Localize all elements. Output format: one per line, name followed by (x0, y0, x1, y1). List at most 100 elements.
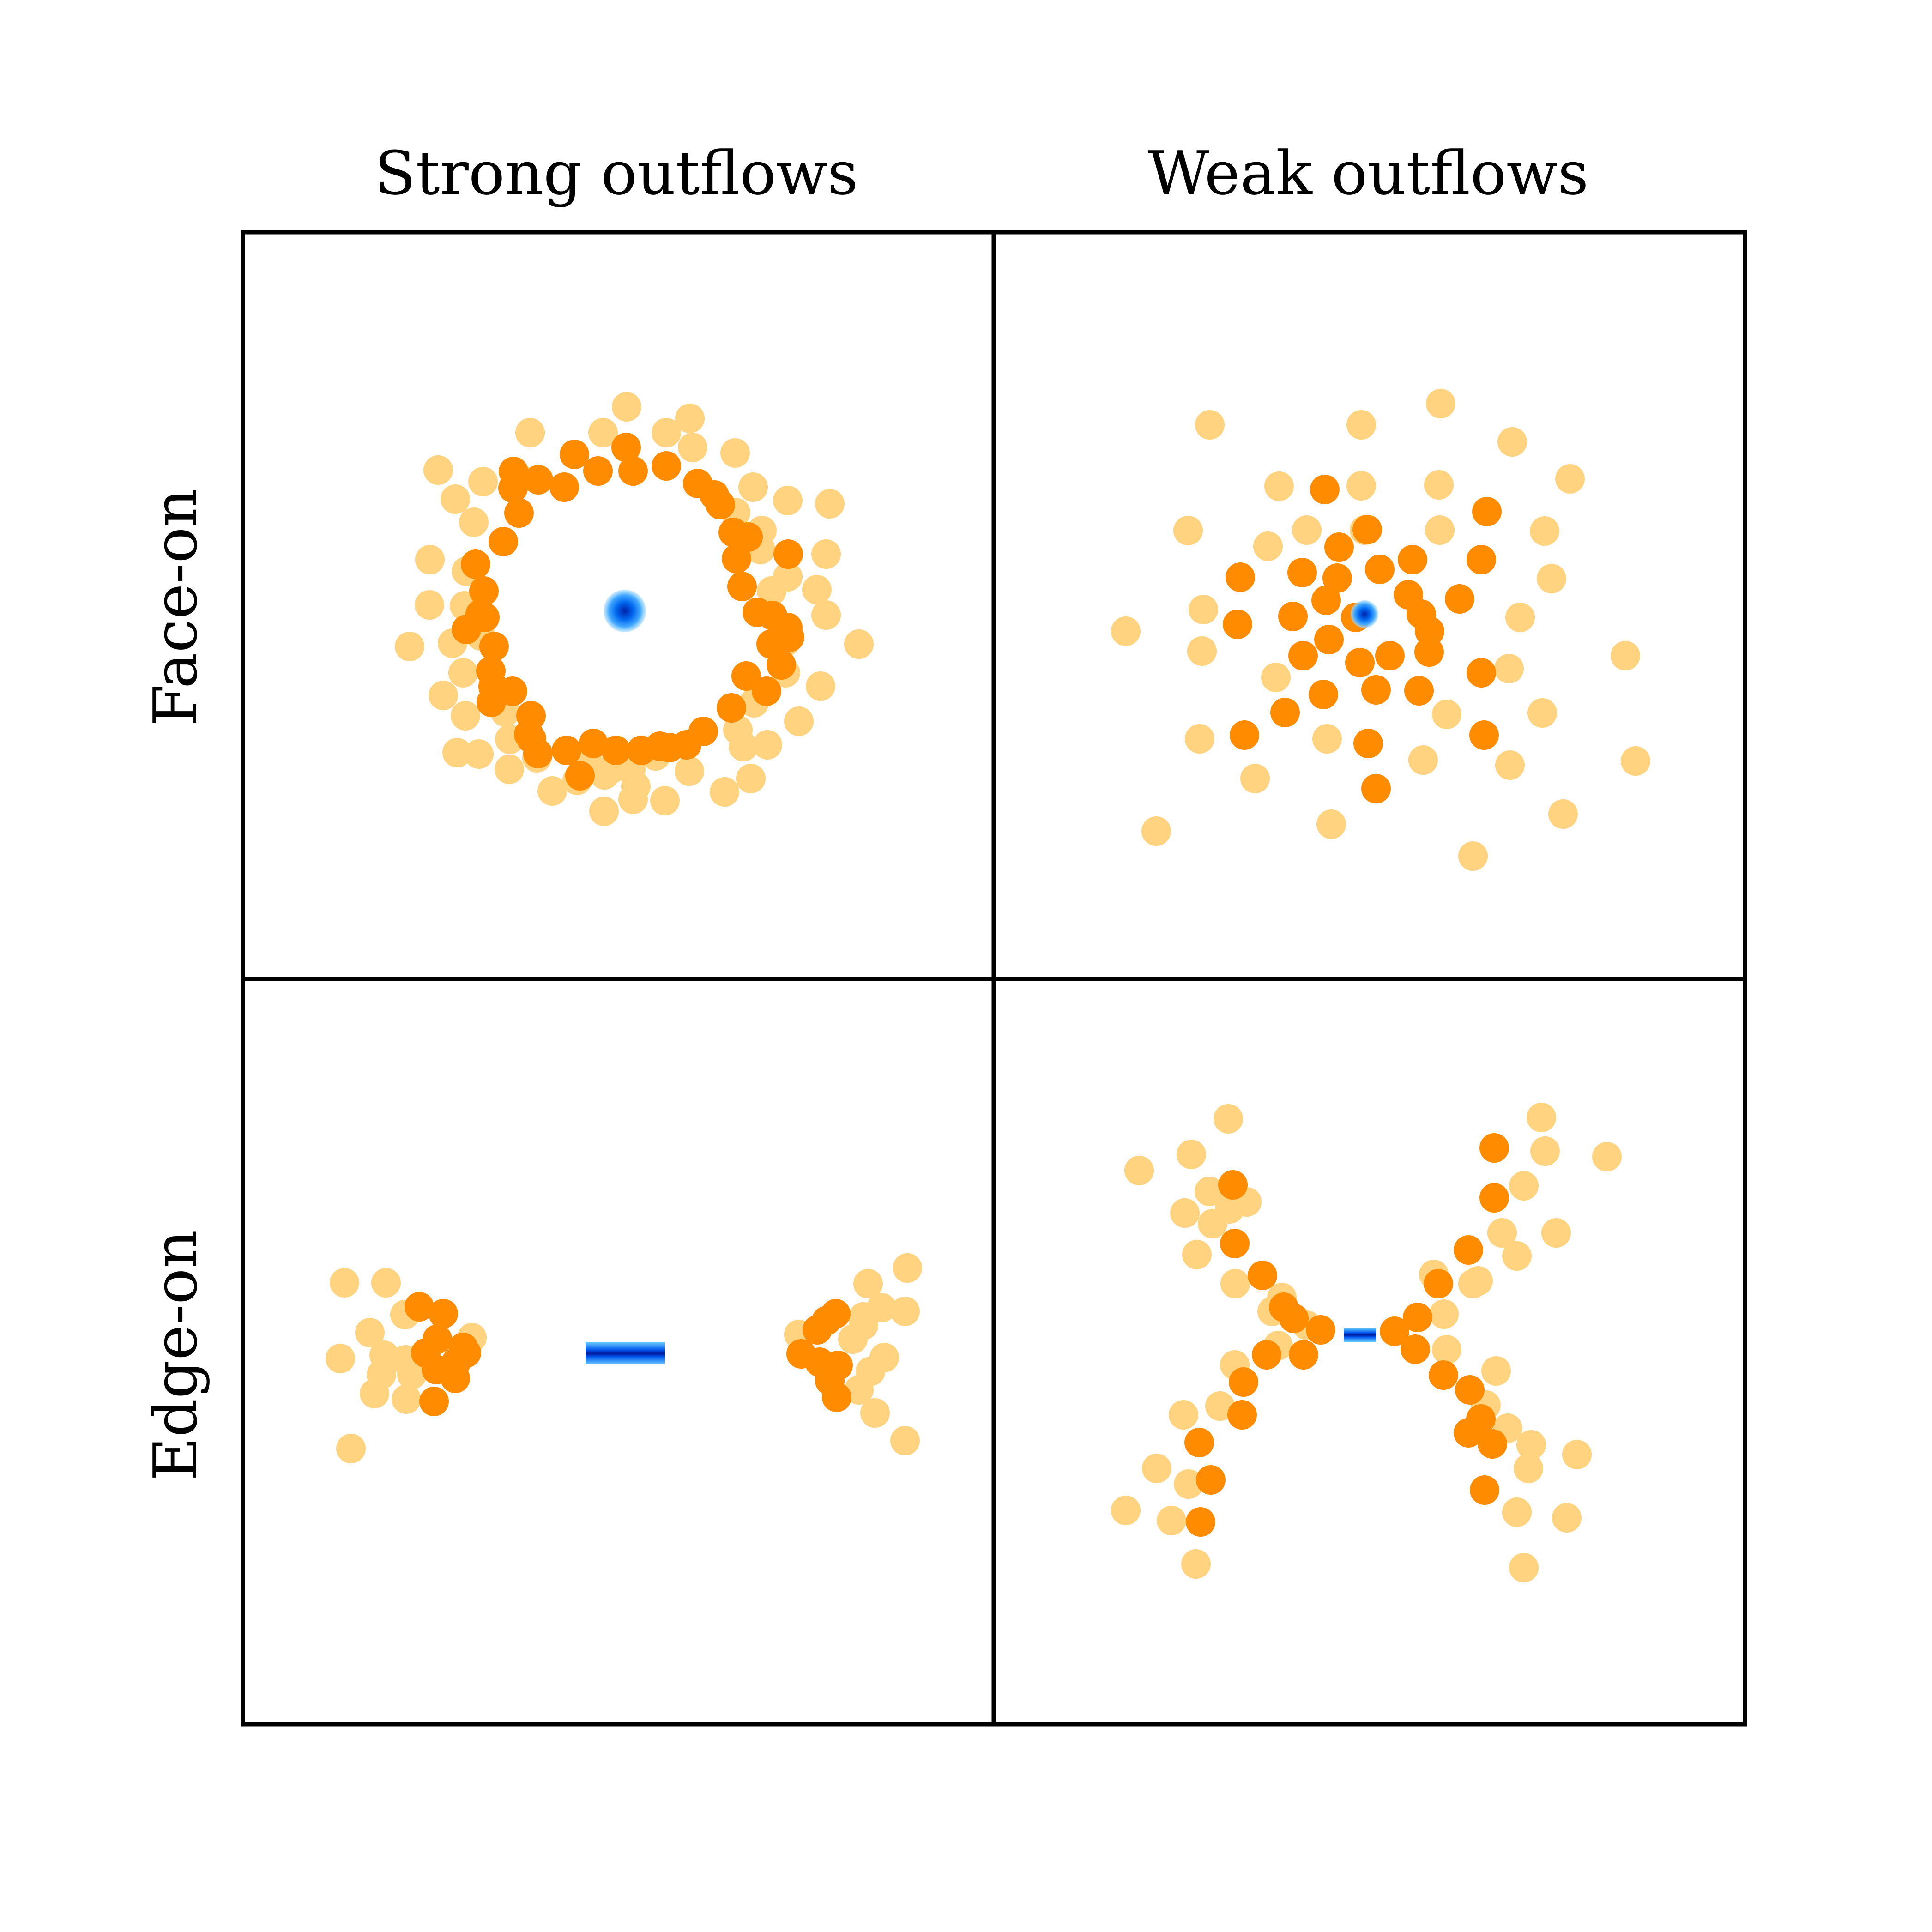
dense-cloud-dot (504, 498, 534, 528)
diffuse-cloud-dot (1111, 616, 1141, 646)
diffuse-cloud-dot (429, 681, 458, 710)
diffuse-cloud-dot (844, 629, 874, 659)
dense-cloud-dot (1230, 720, 1259, 750)
diffuse-cloud-dot (1205, 1391, 1235, 1421)
dense-cloud-dot (1445, 584, 1474, 614)
dense-cloud-dot (1361, 675, 1391, 705)
dense-cloud-dot (1288, 641, 1318, 670)
dense-cloud-dot (722, 544, 751, 574)
dense-cloud-dot (1424, 1269, 1453, 1298)
diffuse-cloud-dot (1509, 1553, 1539, 1582)
dense-cloud-dot (1401, 1334, 1430, 1364)
diffuse-cloud-dot (849, 1310, 878, 1340)
diffuse-cloud-dot (1169, 1400, 1198, 1430)
dense-cloud-dot (1289, 1340, 1318, 1370)
diffuse-cloud-dot (590, 760, 619, 790)
diffuse-cloud-dot (1316, 809, 1346, 839)
column-title-strong-outflows: Strong outflows (374, 138, 858, 208)
dense-cloud-dot (479, 632, 509, 661)
diffuse-cloud-dot (589, 797, 619, 826)
diffuse-cloud-dot (720, 438, 750, 468)
diffuse-cloud-dot (415, 545, 445, 574)
diffuse-cloud-dot (811, 539, 841, 569)
dense-cloud-dot (1184, 1428, 1214, 1457)
diffuse-cloud-dot (451, 701, 480, 731)
diffuse-cloud-dot (1220, 1269, 1250, 1298)
diffuse-cloud-dot (1548, 799, 1578, 829)
diffuse-cloud-dot (753, 730, 782, 760)
dense-cloud-dot (1309, 680, 1338, 709)
diffuse-cloud-dot (588, 418, 618, 447)
diffuse-cloud-dot (893, 1253, 922, 1283)
dense-cloud-dot (1196, 1465, 1226, 1495)
diffuse-cloud-dot (612, 392, 641, 422)
diffuse-cloud-dot (678, 433, 707, 462)
diffuse-cloud-dot (1592, 1142, 1622, 1171)
diffuse-cloud-dot (1458, 841, 1488, 871)
diffuse-cloud-dot (464, 739, 494, 769)
diffuse-cloud-dot (395, 632, 424, 661)
diffuse-cloud-dot (1346, 471, 1376, 501)
row-title-face-on: Face-on (140, 489, 211, 726)
dense-cloud-dot (1470, 1475, 1499, 1505)
diffuse-cloud-dot (442, 738, 472, 767)
dense-cloud-dot (405, 1292, 434, 1322)
diffuse-cloud-dot (1502, 1497, 1532, 1527)
diffuse-cloud-dot (1173, 516, 1203, 545)
diffuse-cloud-dot (1487, 1218, 1517, 1248)
dense-cloud-dot (1398, 545, 1427, 574)
diffuse-cloud-dot (1505, 603, 1535, 632)
dense-cloud-dot (706, 490, 735, 519)
dense-cloud-dot (652, 451, 681, 481)
diffuse-cloud-dot (1195, 1177, 1224, 1206)
dense-cloud-dot (1229, 1367, 1258, 1397)
central-core (604, 590, 646, 632)
diffuse-cloud-dot (392, 1384, 421, 1414)
diffuse-cloud-dot (1195, 410, 1225, 440)
diffuse-cloud-dot (675, 404, 705, 433)
dense-cloud-dot (1353, 729, 1383, 758)
dense-cloud-dot (524, 465, 553, 495)
dense-cloud-dot (1310, 475, 1340, 504)
diffuse-cloud-dot (1312, 724, 1342, 754)
dense-cloud-dot (429, 1299, 458, 1328)
dense-cloud-dot (731, 661, 761, 691)
panel-strong-face-on (395, 392, 874, 826)
diffuse-cloud-dot (890, 1426, 920, 1455)
diffuse-cloud-dot (1541, 1218, 1571, 1248)
dense-cloud-dot (523, 739, 553, 768)
diffuse-cloud-dot (1562, 1440, 1592, 1469)
row-title-edge-on: Edge-on (140, 1230, 211, 1481)
dense-cloud-dot (1472, 497, 1502, 526)
dense-cloud-dot (1314, 625, 1344, 654)
diffuse-cloud-dot (802, 575, 832, 604)
dense-cloud-dot (618, 456, 648, 486)
diffuse-cloud-dot (1240, 764, 1270, 793)
diffuse-cloud-dot (1111, 1496, 1141, 1525)
dense-cloud-dot (1324, 532, 1354, 562)
column-title-weak-outflows: Weak outflows (1148, 138, 1589, 208)
diffuse-cloud-dot (415, 590, 444, 620)
diffuse-cloud-dot (1530, 516, 1559, 546)
dense-cloud-dot (611, 433, 641, 462)
central-disk (586, 1342, 665, 1364)
dense-cloud-dot (1415, 616, 1444, 646)
diffuse-cloud-dot (1458, 1269, 1488, 1298)
dense-cloud-dot (717, 693, 746, 723)
dense-cloud-dot (452, 1338, 481, 1368)
dense-cloud-dot (1226, 562, 1255, 592)
diffuse-cloud-dot (1555, 464, 1585, 494)
diffuse-cloud-dot (729, 732, 758, 761)
dense-cloud-dot (1287, 558, 1317, 587)
dense-cloud-dot (1479, 1183, 1509, 1213)
dense-cloud-dot (498, 473, 528, 503)
diffuse-cloud-dot (1264, 471, 1294, 501)
dense-cloud-dot (1345, 648, 1375, 677)
dense-cloud-dot (469, 576, 499, 606)
dense-cloud-dot (1365, 555, 1395, 584)
dense-cloud-dot (1403, 1303, 1432, 1332)
dense-cloud-dot (1227, 1400, 1257, 1430)
diffuse-cloud-dot (1552, 1503, 1582, 1533)
diffuse-cloud-dot (441, 484, 470, 514)
